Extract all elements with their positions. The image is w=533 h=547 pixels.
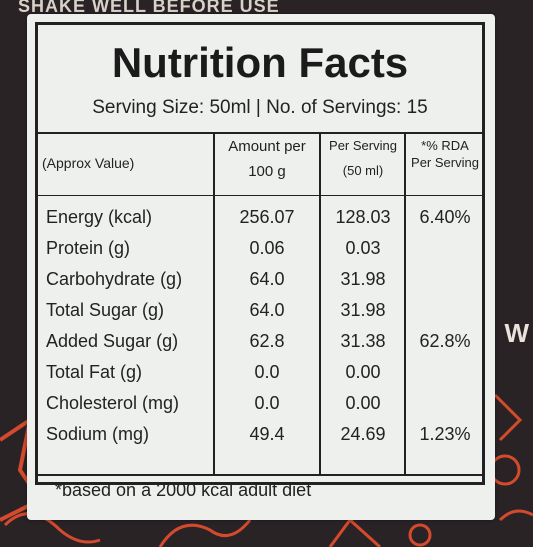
amount-per-100g: 64.0 <box>249 269 285 289</box>
amount-per-serving: 0.00 <box>345 362 381 382</box>
amount-per-100g: 0.06 <box>249 238 285 258</box>
divider-bottom <box>38 474 482 476</box>
amount-per-serving: 31.98 <box>340 300 386 320</box>
package-top-text: SHAKE WELL BEFORE USE <box>18 0 280 16</box>
nutrient-name: Protein (g) <box>46 238 131 258</box>
amount-per-serving: 24.69 <box>340 424 386 444</box>
header-nutrient: (Approx Value) <box>42 155 135 171</box>
nutrient-name: Total Fat (g) <box>46 362 143 382</box>
header-perserving-line1: Per Serving <box>329 138 397 153</box>
amount-per-serving: 31.98 <box>340 269 386 289</box>
column-divider-1 <box>213 132 215 474</box>
nutrient-name: Total Sugar (g) <box>46 300 165 320</box>
divider-top <box>38 132 482 134</box>
nutrient-name: Added Sugar (g) <box>46 331 179 351</box>
column-divider-2 <box>319 132 321 474</box>
nutrition-label: Nutrition Facts Serving Size: 50ml | No.… <box>27 14 495 520</box>
serving-info: Serving Size: 50ml | No. of Servings: 15 <box>92 97 428 118</box>
amount-per-serving: 0.00 <box>345 393 381 413</box>
package-side-text: W <box>504 318 529 348</box>
footnote: *based on a 2000 kcal adult diet <box>55 480 312 500</box>
nutrient-name: Energy (kcal) <box>46 207 153 227</box>
rda-percent: 62.8% <box>419 331 471 351</box>
amount-per-100g: 0.0 <box>254 393 280 413</box>
nutrition-panel: Nutrition Facts Serving Size: 50ml | No.… <box>35 22 485 485</box>
header-rda-line2: Per Serving <box>411 155 479 170</box>
amount-per-serving: 128.03 <box>335 207 391 227</box>
amount-per-100g: 64.0 <box>249 300 285 320</box>
header-per100-line2: 100 g <box>248 163 286 180</box>
label-title: Nutrition Facts <box>111 39 409 86</box>
header-per100-line1: Amount per <box>228 138 306 155</box>
amount-per-serving: 0.03 <box>345 238 381 258</box>
amount-per-100g: 62.8 <box>249 331 285 351</box>
nutrient-name: Cholesterol (mg) <box>46 393 180 413</box>
amount-per-100g: 256.07 <box>239 207 295 227</box>
nutrient-name: Sodium (mg) <box>46 424 150 444</box>
column-divider-3 <box>404 132 406 474</box>
rda-percent: 1.23% <box>419 424 471 444</box>
divider-header <box>38 195 482 196</box>
header-perserving-line2: (50 ml) <box>342 163 384 178</box>
nutrient-name: Carbohydrate (g) <box>46 269 183 289</box>
rda-percent: 6.40% <box>419 207 471 227</box>
header-rda-line1: *% RDA <box>421 138 469 153</box>
amount-per-100g: 0.0 <box>254 362 280 382</box>
amount-per-serving: 31.38 <box>340 331 386 351</box>
amount-per-100g: 49.4 <box>249 424 285 444</box>
